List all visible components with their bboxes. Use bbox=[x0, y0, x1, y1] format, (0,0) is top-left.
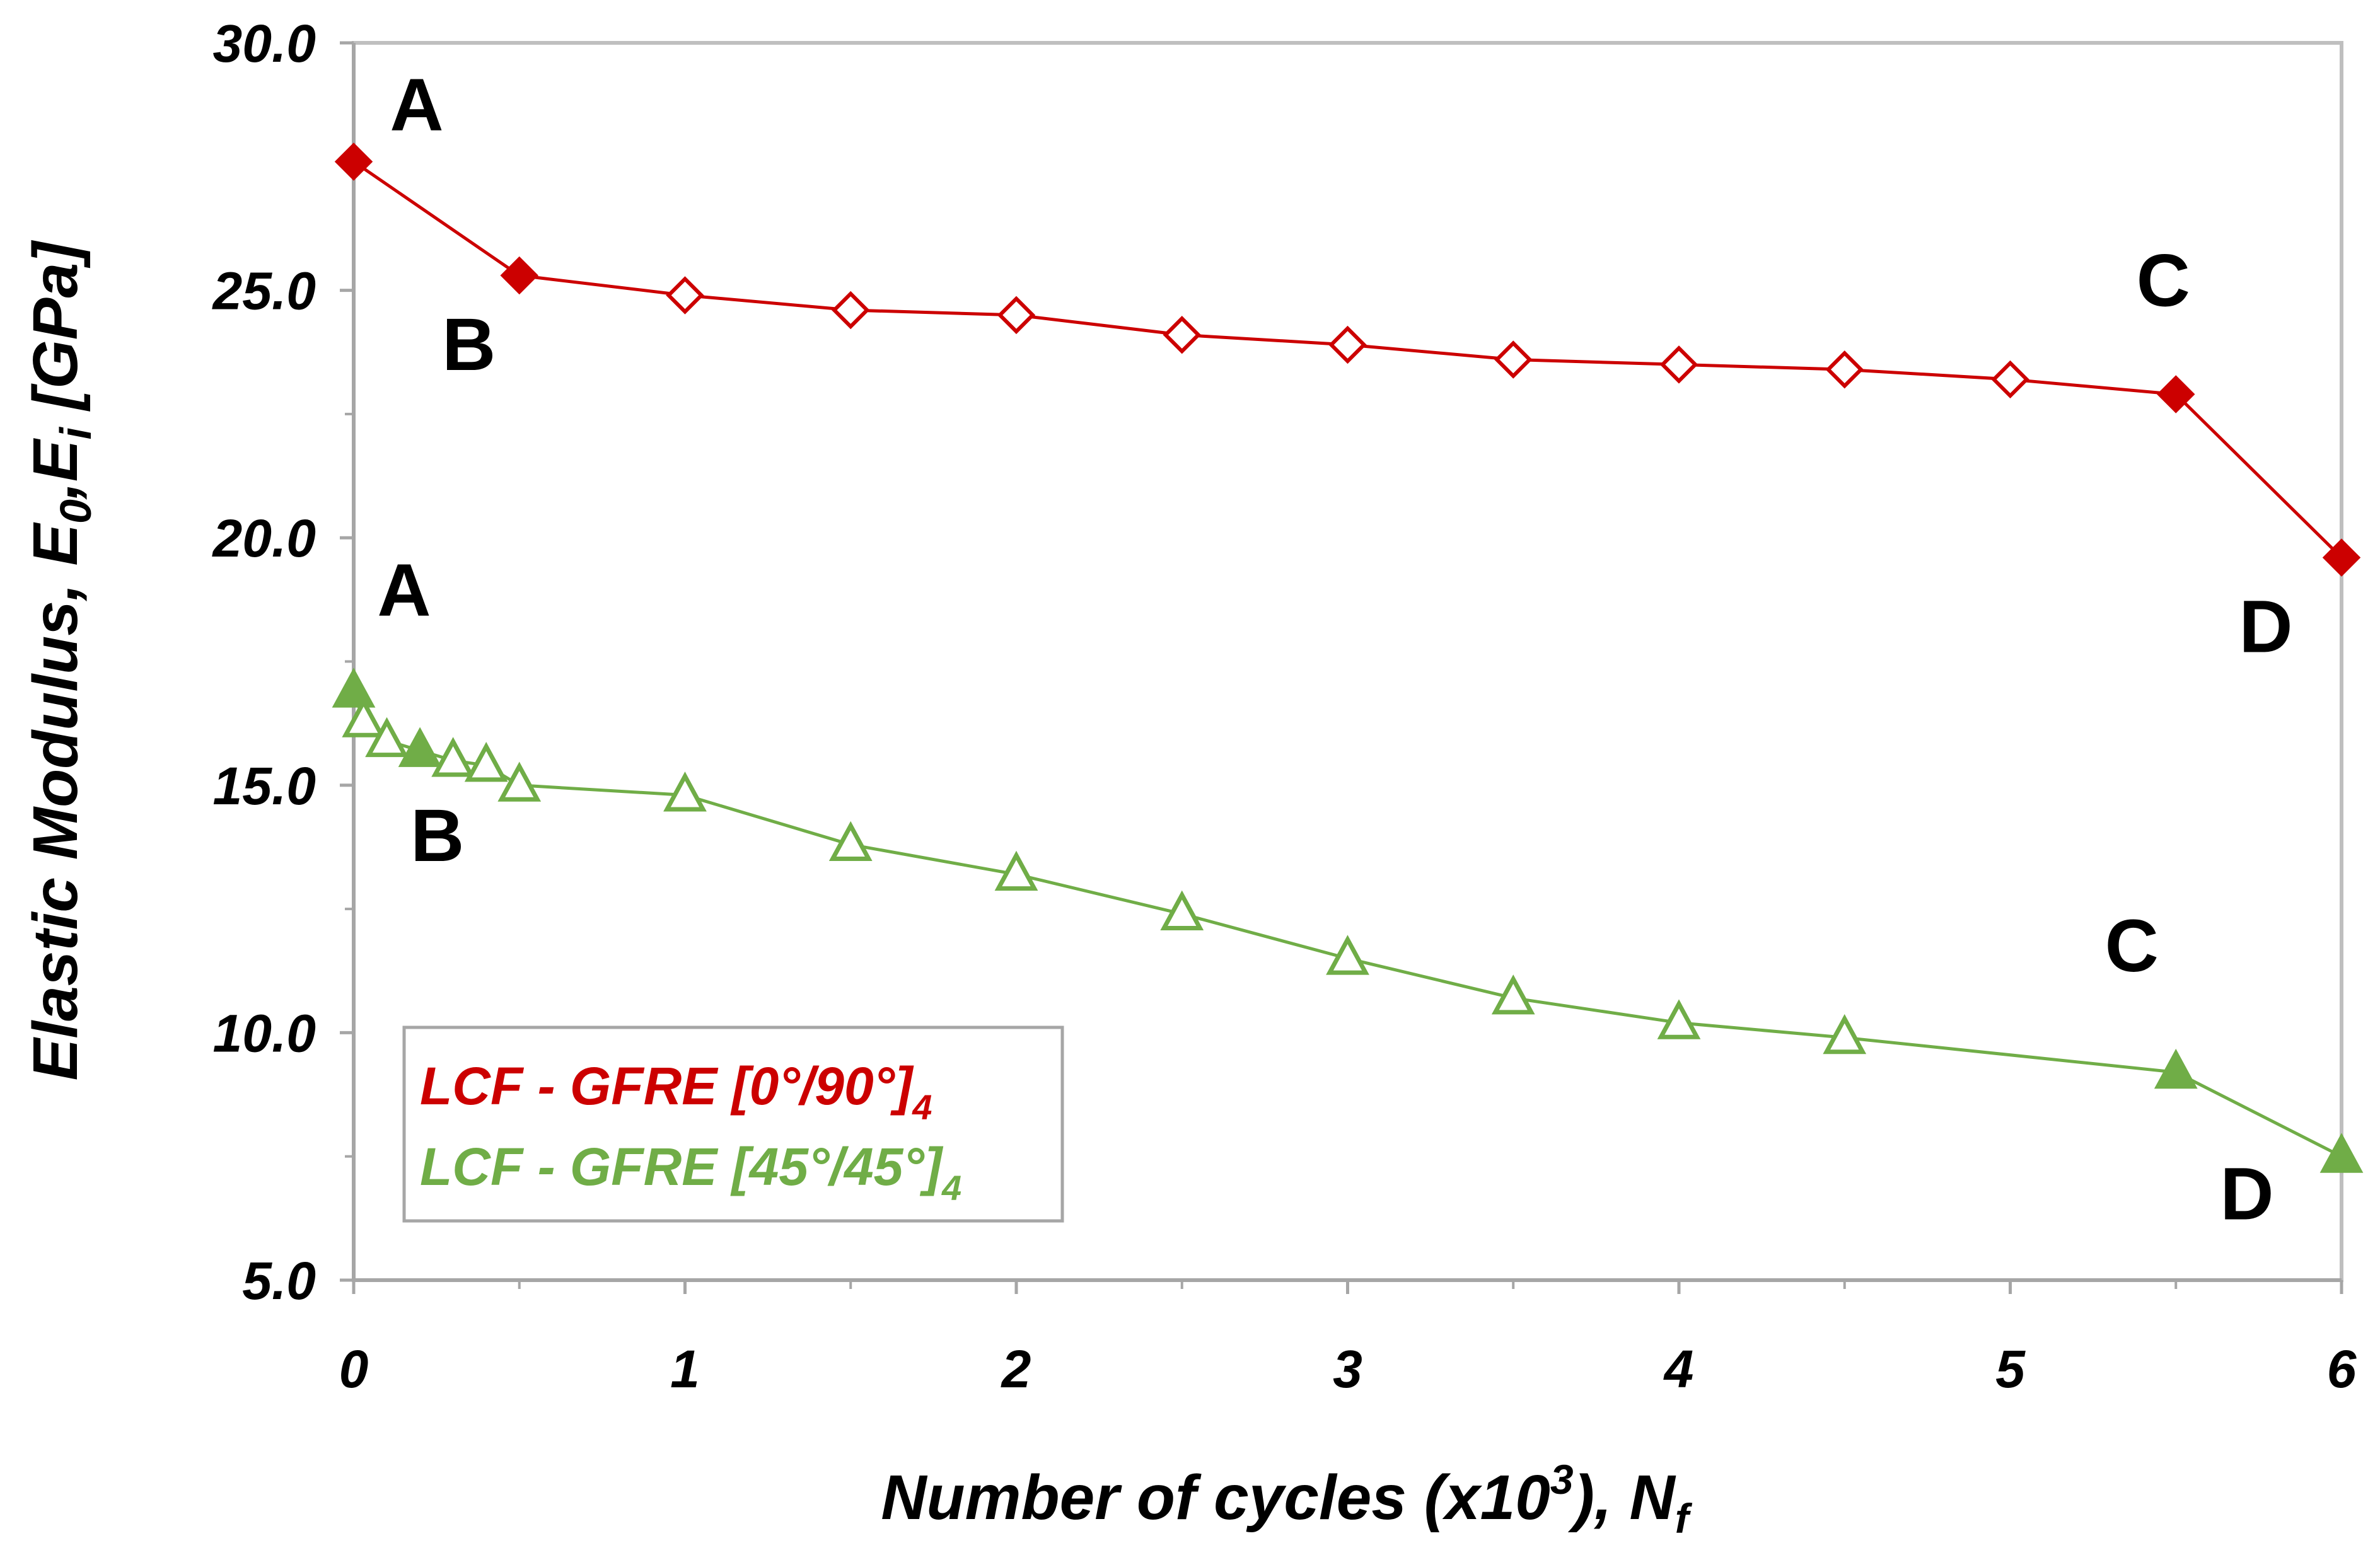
point-annotation: B bbox=[410, 794, 464, 877]
data-point-marker bbox=[1328, 325, 1367, 364]
legend-entry-2-label: LCF - GFRE [45°/45°] bbox=[420, 1137, 944, 1196]
x-tick-label: 2 bbox=[1001, 1339, 1031, 1399]
data-point-marker bbox=[1160, 890, 1204, 930]
y-tick-label: 20.0 bbox=[212, 509, 316, 568]
point-annotations: A B C D A B C D bbox=[377, 63, 2292, 1235]
y-tick-label: 30.0 bbox=[213, 14, 316, 73]
data-point-marker bbox=[663, 771, 707, 812]
data-point-marker bbox=[1823, 1014, 1867, 1054]
data-point-marker bbox=[342, 697, 386, 737]
x-axis-title: Number of cycles (x103), Nf bbox=[881, 1456, 1692, 1542]
data-point-marker bbox=[1494, 340, 1533, 379]
data-point-marker bbox=[2154, 1048, 2198, 1089]
data-point-marker bbox=[332, 667, 376, 708]
data-point-marker bbox=[497, 761, 542, 802]
data-point-marker bbox=[398, 727, 442, 767]
data-point-marker bbox=[832, 291, 870, 330]
data-point-marker bbox=[1163, 316, 1201, 354]
data-point-marker bbox=[1491, 974, 1535, 1015]
x-tick-label: 1 bbox=[670, 1339, 700, 1399]
data-point-marker bbox=[2319, 1133, 2364, 1173]
point-annotation: D bbox=[2239, 586, 2292, 669]
data-point-marker bbox=[365, 717, 409, 758]
point-annotation: D bbox=[2220, 1153, 2273, 1236]
data-point-marker bbox=[666, 276, 704, 315]
point-annotation: C bbox=[2105, 904, 2159, 988]
y-title-part1: Elastic Modulus, E bbox=[20, 522, 91, 1081]
y-tick-label: 25.0 bbox=[212, 262, 316, 321]
y-tick-label: 15.0 bbox=[213, 756, 316, 816]
x-tick-label: 3 bbox=[1333, 1339, 1362, 1399]
point-annotation: A bbox=[390, 63, 443, 146]
x-tick-label: 4 bbox=[1663, 1339, 1694, 1399]
x-tick-label: 5 bbox=[1995, 1339, 2026, 1399]
x-ticks: 0 1 2 3 4 5 6 bbox=[339, 1280, 2357, 1399]
data-point-marker bbox=[500, 256, 538, 295]
data-point-marker bbox=[431, 737, 475, 777]
y-title-sub2: i bbox=[51, 427, 100, 440]
point-annotation: A bbox=[377, 549, 431, 632]
legend: LCF - GFRE [0°/90°]4 LCF - GFRE [45°/45°… bbox=[402, 1026, 1064, 1223]
legend-box bbox=[402, 1026, 1064, 1223]
x-title-tail: ), N bbox=[1568, 1462, 1676, 1533]
data-point-marker bbox=[997, 296, 1036, 335]
y-title-part3: [GPa] bbox=[20, 240, 91, 427]
data-point-marker bbox=[1659, 345, 1698, 384]
legend-entry-1-sub: 4 bbox=[912, 1087, 932, 1127]
data-point-marker bbox=[994, 850, 1038, 891]
data-point-marker bbox=[464, 742, 508, 782]
series-markers bbox=[332, 142, 2364, 1173]
legend-entry-2: LCF - GFRE [45°/45°]4 bbox=[420, 1137, 961, 1208]
data-point-marker bbox=[2157, 375, 2195, 413]
y-title-sub1: 0 bbox=[51, 499, 100, 524]
y-tick-label: 5.0 bbox=[242, 1251, 316, 1310]
data-point-marker bbox=[334, 142, 373, 181]
x-tick-label: 0 bbox=[339, 1339, 369, 1399]
data-point-marker bbox=[1657, 999, 1701, 1039]
y-ticks: 5.0 10.0 15.0 20.0 25.0 30.0 bbox=[212, 14, 354, 1310]
data-point-marker bbox=[1991, 360, 2029, 399]
data-point-marker bbox=[828, 821, 873, 862]
legend-entry-2-sub: 4 bbox=[941, 1168, 961, 1208]
x-tick-label: 6 bbox=[2327, 1339, 2357, 1399]
data-point-marker bbox=[1326, 935, 1369, 975]
x-title-sub: f bbox=[1675, 1495, 1693, 1542]
data-point-marker bbox=[2322, 538, 2361, 577]
point-annotation: B bbox=[442, 303, 496, 386]
data-point-marker bbox=[1825, 350, 1864, 389]
legend-entry-1-label: LCF - GFRE [0°/90°] bbox=[420, 1056, 914, 1116]
legend-entry-1: LCF - GFRE [0°/90°]4 bbox=[420, 1056, 932, 1127]
x-title-sup: 3 bbox=[1550, 1456, 1574, 1503]
x-title-main: Number of cycles (x10 bbox=[881, 1462, 1550, 1533]
y-tick-label: 10.0 bbox=[213, 1003, 316, 1063]
y-axis-title: Elastic Modulus, E0,Ei [GPa] bbox=[20, 240, 100, 1081]
y-title-part2: ,E bbox=[20, 437, 91, 500]
point-annotation: C bbox=[2137, 239, 2190, 322]
